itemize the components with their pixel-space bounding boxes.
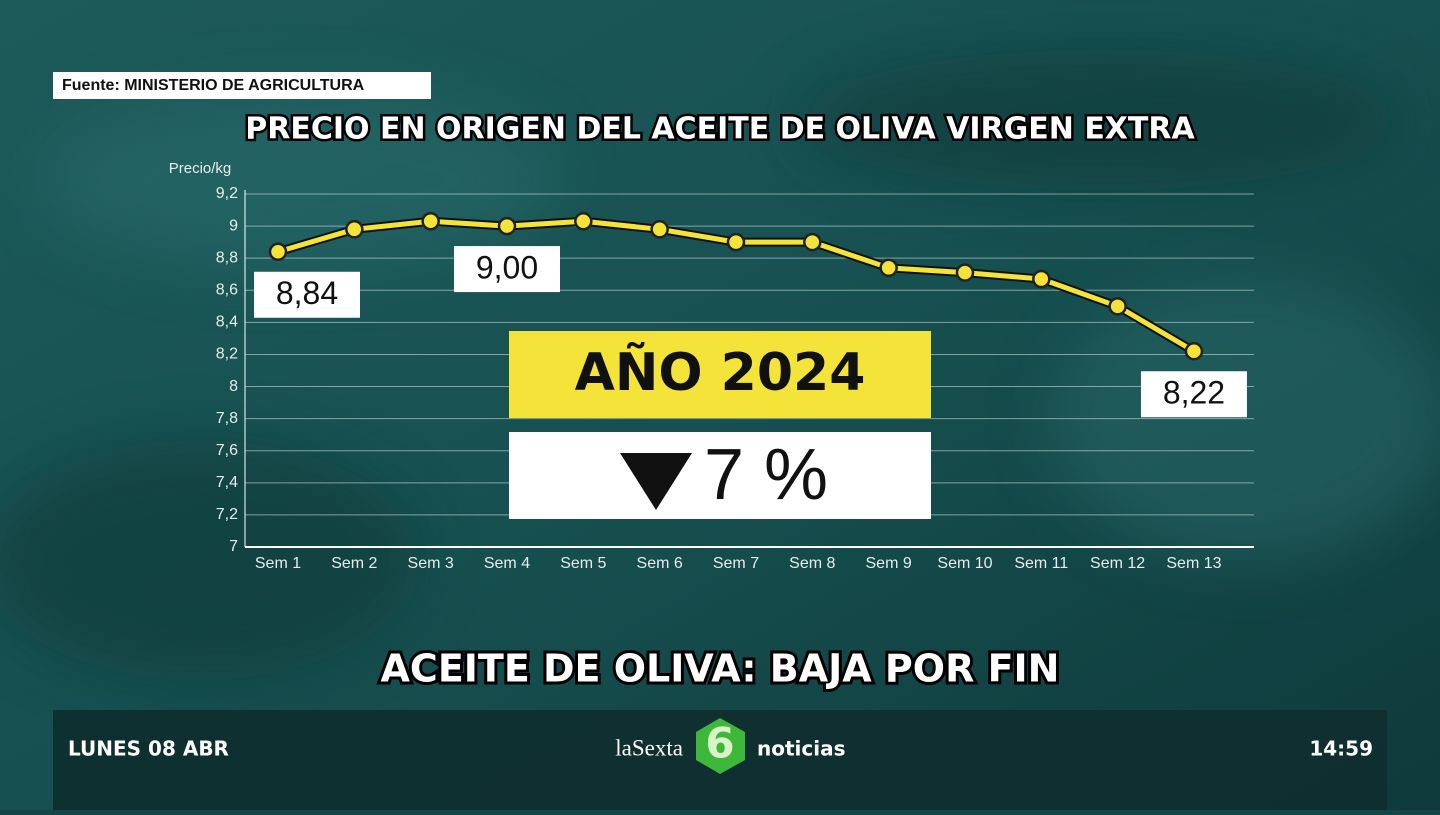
value-label: 9,00 [476, 250, 538, 286]
plot: 7 7,2 7,4 7,6 7,8 8 8,2 8,4 8,6 8,8 9 9,2 Sem 1 Sem 2… [216, 185, 1254, 572]
x-tick-label: Sem 1 [255, 555, 301, 572]
point [879, 258, 898, 278]
value-label-box [453, 246, 560, 293]
year-box [509, 331, 931, 418]
value-label: 8,22 [1163, 375, 1225, 411]
x-tick-label: Sem 5 [560, 555, 606, 572]
brand: laSexta [615, 735, 683, 760]
point [1184, 341, 1204, 361]
source: Fuente: MINISTERIO DE AGRICULTURA [62, 77, 365, 94]
point [345, 220, 364, 239]
y-tick-label: 8 [229, 378, 238, 395]
point [650, 220, 669, 239]
y-tick-label: 8,6 [216, 281, 238, 298]
x-tick-label: Sem 8 [789, 555, 835, 572]
y-tick-label: 9 [229, 217, 238, 234]
headline: ACEITE DE OLIVA: BAJA POR FIN [381, 647, 1060, 691]
source-box [53, 72, 431, 99]
x-tick-label: Sem 9 [866, 555, 912, 572]
x-tick-label: Sem 4 [484, 555, 530, 572]
x-tick-label: Sem 13 [1166, 555, 1221, 572]
chart-title: PRECIO EN ORIGEN DEL ACEITE DE OLIVA VIR… [245, 112, 1195, 147]
year-label: AÑO 2024 [575, 342, 866, 403]
x-tick-label: Sem 11 [1014, 555, 1068, 572]
y-tick-label: 7,6 [216, 442, 238, 459]
y-tick-label: 7,4 [216, 474, 238, 491]
point [574, 212, 593, 231]
program: noticias [757, 737, 846, 761]
x-tick-label: Sem 2 [331, 555, 377, 572]
value-label-box [1140, 371, 1247, 418]
y-tick-label: 8,8 [216, 249, 238, 266]
y-tick-label: 7,2 [216, 506, 238, 523]
point [726, 232, 746, 252]
ticker-date: LUNES 08 ABR [68, 737, 229, 761]
x-tick-label: Sem 10 [937, 555, 992, 572]
x-tick-label: Sem 12 [1090, 555, 1145, 572]
brand-logo [696, 718, 745, 774]
point [1032, 269, 1051, 289]
x-tick-label: Sem 7 [713, 555, 759, 572]
y-tick-label: 9,2 [216, 185, 238, 202]
value-label-box [254, 271, 360, 318]
y-tick-label: 8,4 [216, 314, 238, 331]
brand-number: 6 [705, 719, 734, 768]
y-tick-label: 8,2 [216, 346, 238, 363]
point [955, 263, 975, 282]
ticker-time: 14:59 [1309, 737, 1373, 761]
point [803, 232, 822, 252]
point [497, 216, 517, 236]
down-arrow [620, 453, 692, 510]
y-tick-label: 7,8 [216, 410, 238, 427]
point [1108, 297, 1127, 316]
change-box [509, 432, 931, 519]
value-label: 8,84 [276, 275, 338, 311]
x-tick-label: Sem 6 [637, 555, 683, 572]
change-label: 7 % [704, 435, 828, 515]
x-tick-label: Sem 3 [408, 555, 454, 572]
point [268, 242, 288, 262]
y-tick-label: 7 [229, 538, 238, 555]
y-axis-label: Precio/kg [169, 160, 232, 177]
point [421, 212, 440, 231]
